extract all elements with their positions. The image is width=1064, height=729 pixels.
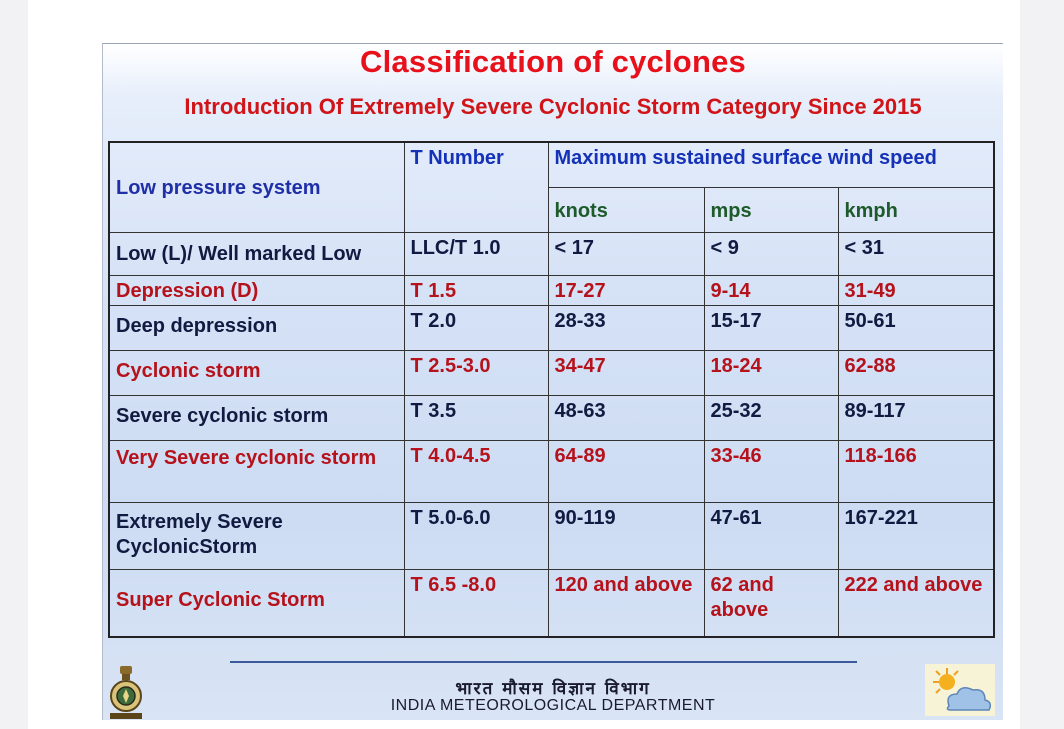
header-knots: knots: [547, 186, 705, 233]
table-row: Depression (D) T 1.5 17-27 9-14 31-49: [108, 274, 995, 306]
row-knots: < 17: [547, 231, 705, 276]
row-knots: 28-33: [547, 304, 705, 351]
row-knots: 48-63: [547, 394, 705, 441]
row-t-number: T 3.5: [403, 394, 549, 441]
row-mps: < 9: [703, 231, 839, 276]
row-system: Low (L)/ Well marked Low: [108, 231, 405, 276]
table-row: Super Cyclonic Storm T 6.5 -8.0 120 and …: [108, 568, 995, 638]
slide: Classification of cyclones Introduction …: [102, 43, 1003, 720]
header-mps: mps: [703, 186, 839, 233]
row-system: Severe cyclonic storm: [108, 394, 405, 441]
header-kmph: kmph: [837, 186, 995, 233]
row-t-number: LLC/T 1.0: [403, 231, 549, 276]
row-system: Deep depression: [108, 304, 405, 351]
table-row: Cyclonic storm T 2.5-3.0 34-47 18-24 62-…: [108, 349, 995, 396]
row-kmph: < 31: [837, 231, 995, 276]
row-system: Depression (D): [108, 274, 405, 306]
row-t-number: T 5.0-6.0: [403, 501, 549, 570]
row-knots: 90-119: [547, 501, 705, 570]
row-kmph: 118-166: [837, 439, 995, 503]
row-mps: 62 and above: [703, 568, 839, 638]
row-mps: 47-61: [703, 501, 839, 570]
row-system: Very Severe cyclonic storm: [108, 439, 405, 503]
row-mps: 18-24: [703, 349, 839, 396]
table-row: Very Severe cyclonic storm T 4.0-4.5 64-…: [108, 439, 995, 503]
row-kmph: 62-88: [837, 349, 995, 396]
sun-cloud-icon: [925, 664, 995, 716]
table-row: Extremely Severe CyclonicStorm T 5.0-6.0…: [108, 501, 995, 570]
row-mps: 25-32: [703, 394, 839, 441]
table-row: Low (L)/ Well marked Low LLC/T 1.0 < 17 …: [108, 231, 995, 276]
table-row: Deep depression T 2.0 28-33 15-17 50-61: [108, 304, 995, 351]
row-system: Cyclonic storm: [108, 349, 405, 396]
row-t-number: T 2.5-3.0: [403, 349, 549, 396]
row-t-number: T 6.5 -8.0: [403, 568, 549, 638]
row-t-number: T 4.0-4.5: [403, 439, 549, 503]
header-wind-speed: Maximum sustained surface wind speed: [547, 141, 995, 188]
row-t-number: T 1.5: [403, 274, 549, 306]
row-system: Super Cyclonic Storm: [108, 568, 405, 638]
slide-title: Classification of cyclones: [360, 44, 746, 79]
footer-divider: [230, 661, 857, 663]
row-knots: 64-89: [547, 439, 705, 503]
header-t-number: T Number: [403, 141, 549, 233]
row-knots: 120 and above: [547, 568, 705, 638]
page: Classification of cyclones Introduction …: [28, 0, 1020, 729]
row-system: Extremely Severe CyclonicStorm: [108, 501, 405, 570]
row-mps: 33-46: [703, 439, 839, 503]
slide-subtitle: Introduction Of Extremely Severe Cycloni…: [184, 94, 922, 119]
row-kmph: 167-221: [837, 501, 995, 570]
row-kmph: 50-61: [837, 304, 995, 351]
row-mps: 9-14: [703, 274, 839, 306]
classification-table: Low pressure system T Number Maximum sus…: [108, 141, 996, 638]
header-low-pressure-system: Low pressure system: [108, 141, 405, 233]
row-knots: 34-47: [547, 349, 705, 396]
table-row: Severe cyclonic storm T 3.5 48-63 25-32 …: [108, 394, 995, 441]
row-t-number: T 2.0: [403, 304, 549, 351]
row-mps: 15-17: [703, 304, 839, 351]
row-kmph: 89-117: [837, 394, 995, 441]
row-kmph: 222 and above: [837, 568, 995, 638]
footer-hindi-name: भारत मौसम विज्ञान विभाग: [455, 679, 651, 699]
footer-department-name: INDIA METEOROLOGICAL DEPARTMENT: [390, 697, 716, 714]
row-knots: 17-27: [547, 274, 705, 306]
imd-emblem-icon: [110, 666, 142, 719]
row-kmph: 31-49: [837, 274, 995, 306]
